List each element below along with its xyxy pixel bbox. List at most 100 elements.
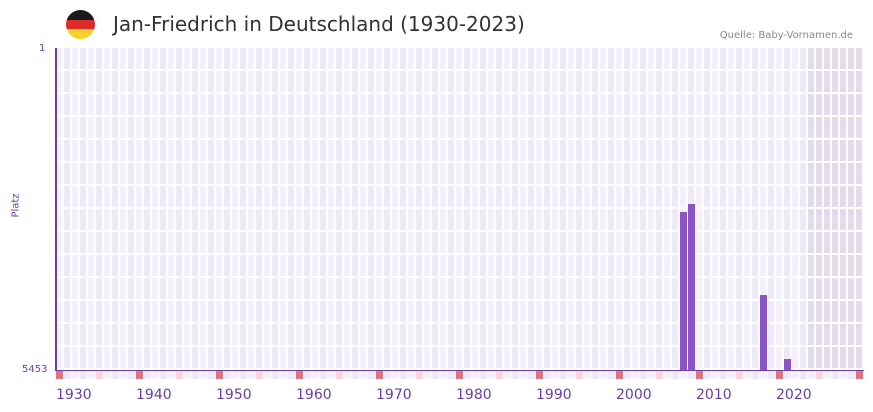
year-marker [360, 371, 367, 379]
year-marker [552, 371, 559, 379]
grid-cell [696, 71, 702, 92]
year-marker [624, 371, 631, 379]
year-marker [712, 371, 719, 379]
grid-cell [600, 347, 606, 368]
grid-cell [248, 186, 254, 207]
grid-cell [64, 278, 70, 299]
grid-cell [760, 163, 766, 184]
grid-cell [832, 140, 838, 161]
grid-cell [336, 140, 342, 161]
grid-cell [536, 324, 542, 345]
grid-cell [616, 94, 622, 115]
grid-cell [232, 255, 238, 276]
bar-2018[interactable] [760, 294, 767, 370]
x-axis-line [55, 369, 864, 371]
grid-cell [808, 94, 814, 115]
grid-cell [112, 163, 118, 184]
year-marker [720, 371, 727, 379]
grid-cell [200, 117, 206, 138]
grid-cell [744, 324, 750, 345]
grid-cell [776, 347, 782, 368]
grid-cell [296, 140, 302, 161]
grid-cell [368, 71, 374, 92]
grid-cell [56, 324, 62, 345]
grid-cell [328, 186, 334, 207]
grid-cell [328, 117, 334, 138]
grid-cell [144, 255, 150, 276]
grid-cell [704, 48, 710, 69]
grid-cell [632, 209, 638, 230]
grid-cell [352, 278, 358, 299]
grid-cell [280, 324, 286, 345]
grid-cell [768, 324, 774, 345]
grid-cell [712, 255, 718, 276]
grid-cell [624, 71, 630, 92]
grid-cell [560, 232, 566, 253]
grid-cell [608, 48, 614, 69]
year-marker [160, 371, 167, 379]
grid-cell [536, 278, 542, 299]
grid-cell [752, 347, 758, 368]
grid-cell [304, 232, 310, 253]
grid-cell [720, 163, 726, 184]
year-marker [536, 371, 543, 379]
grid-cell [440, 347, 446, 368]
grid-cell [728, 278, 734, 299]
grid-cell [424, 324, 430, 345]
grid-cell [648, 301, 654, 322]
grid-cell [752, 209, 758, 230]
grid-cell [352, 186, 358, 207]
grid-cell [848, 255, 854, 276]
grid-cell [744, 163, 750, 184]
grid-cell [760, 232, 766, 253]
grid-cell [160, 255, 166, 276]
grid-cell [296, 209, 302, 230]
grid-cell [136, 209, 142, 230]
grid-cell [728, 301, 734, 322]
grid-cell [184, 163, 190, 184]
grid-cell [240, 94, 246, 115]
x-axis-label: 1980 [456, 387, 492, 403]
grid-cell [440, 94, 446, 115]
grid-cell [784, 163, 790, 184]
grid-cell [176, 209, 182, 230]
grid-cell [632, 94, 638, 115]
grid-cell [304, 301, 310, 322]
grid-cell [56, 232, 62, 253]
grid-cell [528, 232, 534, 253]
grid-cell [776, 255, 782, 276]
grid-cell [856, 163, 862, 184]
grid-cell [480, 301, 486, 322]
grid-cell [848, 186, 854, 207]
grid-cell [792, 140, 798, 161]
grid-cell [520, 186, 526, 207]
bar-2021[interactable] [784, 359, 791, 370]
grid-cell [504, 255, 510, 276]
bar-2009[interactable] [688, 203, 695, 370]
grid-cell [408, 255, 414, 276]
grid-cell [128, 71, 134, 92]
grid-cell [784, 347, 790, 368]
grid-cell [120, 347, 126, 368]
grid-cell [232, 347, 238, 368]
bar-2008[interactable] [680, 212, 687, 370]
grid-cell [112, 255, 118, 276]
grid-cell [528, 347, 534, 368]
grid-cell [240, 140, 246, 161]
grid-cell [496, 209, 502, 230]
grid-cell [88, 324, 94, 345]
grid-cell [96, 48, 102, 69]
grid-cell [544, 324, 550, 345]
grid-cell [224, 301, 230, 322]
grid-cell [800, 140, 806, 161]
grid-cell [464, 163, 470, 184]
grid-cell [400, 278, 406, 299]
grid-cell [688, 71, 694, 92]
grid-cell [224, 347, 230, 368]
year-marker [768, 371, 775, 379]
grid-cell [784, 94, 790, 115]
grid-cell [520, 232, 526, 253]
grid-cell [72, 209, 78, 230]
grid-cell [504, 94, 510, 115]
grid-cell [632, 301, 638, 322]
